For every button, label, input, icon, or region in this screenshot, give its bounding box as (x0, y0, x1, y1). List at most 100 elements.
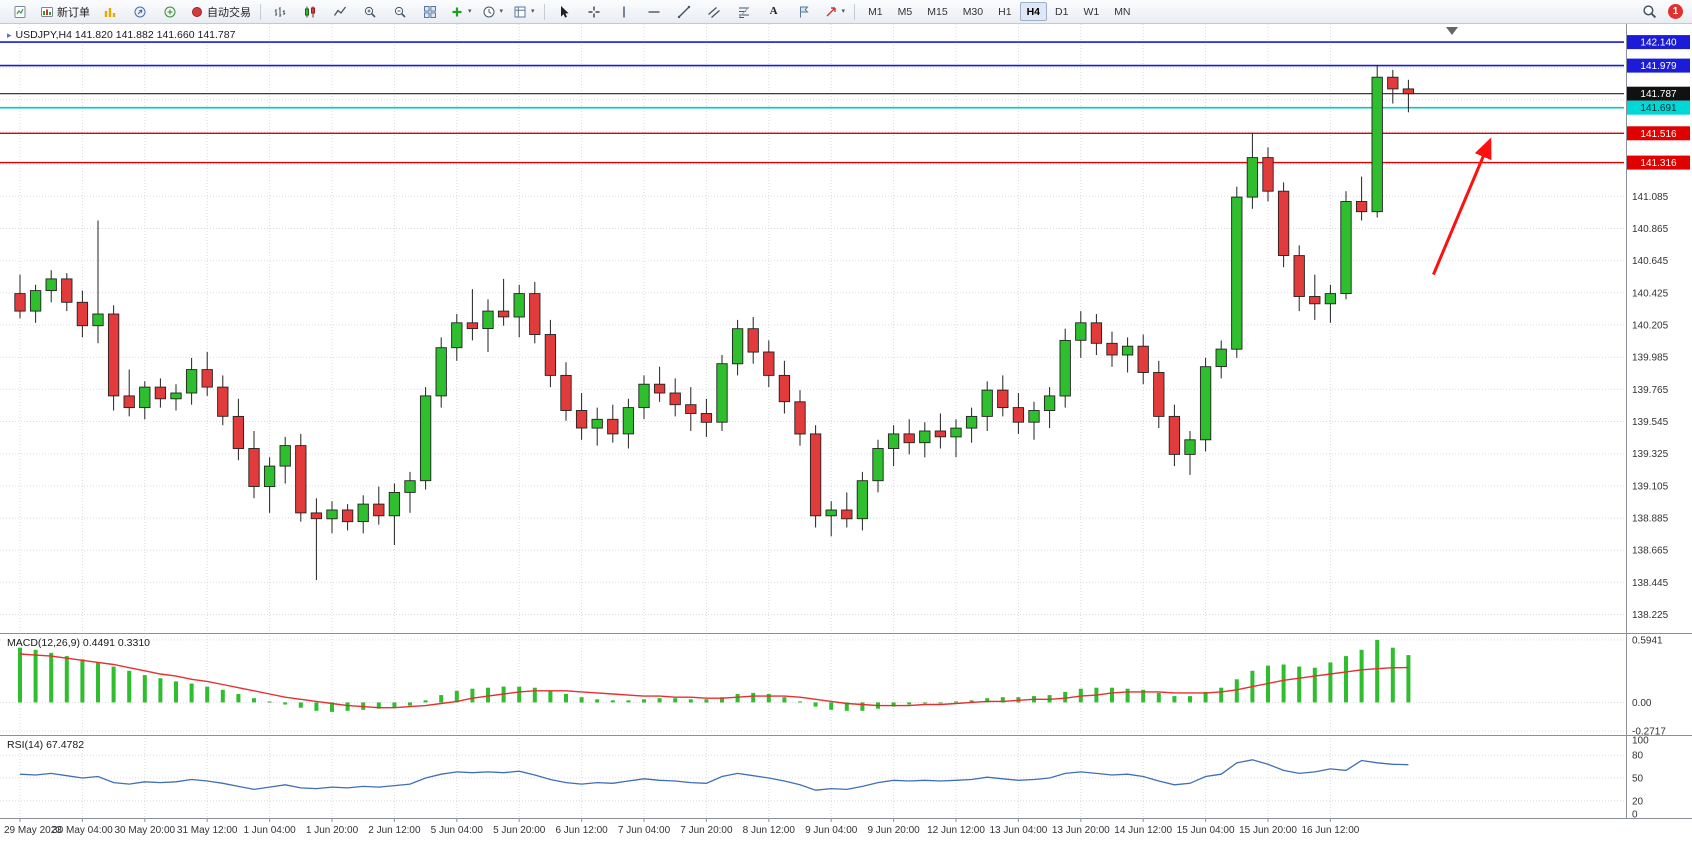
channel-tool-button[interactable] (700, 1, 728, 23)
zoom-out-button[interactable] (386, 1, 414, 23)
svg-text:138.445: 138.445 (1632, 578, 1669, 589)
macd-title: MACD(12,26,9) 0.4491 0.3310 (7, 637, 151, 649)
candle-body (747, 328, 759, 353)
vertical-line-icon (622, 6, 625, 17)
candle-body (217, 386, 229, 417)
horizontal-line-icon (648, 10, 660, 13)
periods-button[interactable]: ▾ (478, 1, 508, 23)
toolbar-separator (260, 3, 261, 20)
fibonacci-tool-button[interactable] (730, 1, 758, 23)
candle-body (1137, 345, 1149, 373)
navigator-button[interactable] (126, 1, 154, 23)
toolbar: 新订单 自动交易 (0, 0, 1692, 24)
toolbar-separator (854, 3, 856, 20)
candle-body (997, 389, 1009, 409)
candle-body (1075, 322, 1087, 341)
svg-text:139.325: 139.325 (1632, 449, 1669, 460)
terminal-icon (164, 6, 176, 17)
candle-body (513, 293, 525, 318)
timeframe-button-w1[interactable]: W1 (1083, 5, 1100, 18)
zoom-out-icon (394, 6, 406, 18)
zoom-in-icon (364, 6, 376, 18)
time-axis-label: 30 May 20:00 (114, 825, 175, 836)
indicators-button[interactable]: ▾ (446, 1, 476, 23)
timeframe-button-m5[interactable]: M5 (897, 5, 913, 18)
new-order-icon (41, 6, 53, 17)
candle-body (92, 313, 104, 327)
horizontal-line-tool-button[interactable] (640, 1, 668, 23)
candle-body (1215, 348, 1227, 368)
candle-body (185, 369, 198, 394)
chart-shift-marker[interactable] (1446, 27, 1458, 35)
line-chart-mode-button[interactable] (326, 1, 354, 23)
price-axis-ticks: 141.085 140.865 140.645 140.425 140.205 139.9… (1632, 192, 1669, 821)
timeframe-button-h1[interactable]: H1 (998, 5, 1012, 18)
vertical-line-tool-button[interactable] (610, 1, 638, 23)
trendline-tool-button[interactable] (670, 1, 698, 23)
timeframe-button-h4[interactable]: H4 (1019, 2, 1047, 21)
candle-body (466, 322, 479, 330)
candle-body (1199, 366, 1212, 441)
svg-text:140.425: 140.425 (1632, 288, 1669, 299)
channel-icon (707, 6, 720, 18)
candle-body (1387, 76, 1399, 90)
svg-text:138.225: 138.225 (1632, 610, 1669, 621)
candle-body (14, 293, 26, 312)
candle-body (451, 322, 463, 349)
label-tool-button[interactable] (790, 1, 818, 23)
timeframe-button-m1[interactable]: M1 (868, 5, 883, 18)
candle-body (107, 313, 120, 397)
candle-body (794, 401, 806, 435)
time-axis-label: 9 Jun 20:00 (867, 825, 920, 836)
cursor-tool-button[interactable] (550, 1, 578, 23)
terminal-button[interactable] (156, 1, 184, 23)
candle-body (731, 328, 744, 365)
timeframe-button-d1[interactable]: D1 (1055, 5, 1069, 18)
autotrading-status-icon (192, 6, 202, 17)
time-axis-label: 31 May 12:00 (177, 825, 238, 836)
bar-chart-mode-button[interactable] (266, 1, 294, 23)
candle-body (575, 410, 588, 429)
candle-body (1043, 395, 1056, 411)
crosshair-icon (588, 6, 600, 17)
price-label-141.691: 141.691 (1627, 100, 1690, 115)
line-chart-icon (333, 6, 347, 16)
time-axis-label: 29 May 2023 (4, 825, 62, 836)
candle-body (388, 491, 401, 517)
notification-badge[interactable]: 1 (1668, 4, 1683, 19)
timeframe-button-mn[interactable]: MN (1114, 5, 1131, 18)
autotrading-button[interactable]: 自动交易 (186, 1, 255, 23)
crosshair-tool-button[interactable] (580, 1, 608, 23)
svg-text:139.545: 139.545 (1632, 417, 1669, 428)
market-watch-button[interactable] (96, 1, 124, 23)
search-button[interactable] (1635, 1, 1663, 23)
time-axis-label: 2 Jun 12:00 (368, 825, 421, 836)
text-tool-button[interactable]: A (760, 1, 788, 23)
svg-text:141.691: 141.691 (1640, 103, 1677, 114)
chart-area[interactable]: 141.085 140.865 140.645 140.425 140.205 139.9… (0, 24, 1692, 842)
tile-windows-button[interactable] (416, 1, 444, 23)
candle-body (903, 433, 915, 444)
time-axis-label: 9 Jun 04:00 (805, 825, 858, 836)
new-chart-button[interactable] (6, 1, 34, 23)
time-axis-label: 5 Jun 04:00 (431, 825, 484, 836)
candlestick-mode-button[interactable] (296, 1, 324, 23)
templates-button[interactable]: ▾ (509, 1, 539, 23)
new-order-button[interactable]: 新订单 (36, 1, 94, 23)
trendline-icon (677, 5, 690, 18)
chevron-down-icon: ▾ (841, 8, 846, 15)
candle-body (529, 293, 541, 335)
candle-body (1246, 157, 1259, 198)
rsi-line (19, 759, 1409, 791)
time-axis-label: 5 Jun 20:00 (493, 825, 546, 836)
zoom-in-button[interactable] (356, 1, 384, 23)
timeframe-button-m15[interactable]: M15 (927, 5, 948, 18)
time-axis-label: 6 Jun 12:00 (555, 825, 608, 836)
candle-body (1402, 88, 1415, 95)
candle-body (279, 445, 291, 467)
arrows-tool-button[interactable]: ▾ (820, 1, 850, 23)
trend-arrow-annotation[interactable] (1432, 137, 1492, 276)
one-click-trading-toggle[interactable]: ▸ (7, 29, 12, 40)
timeframe-button-m30[interactable]: M30 (962, 5, 984, 18)
chart-canvas[interactable]: 141.085 140.865 140.645 140.425 140.205 139.9… (0, 24, 1692, 842)
